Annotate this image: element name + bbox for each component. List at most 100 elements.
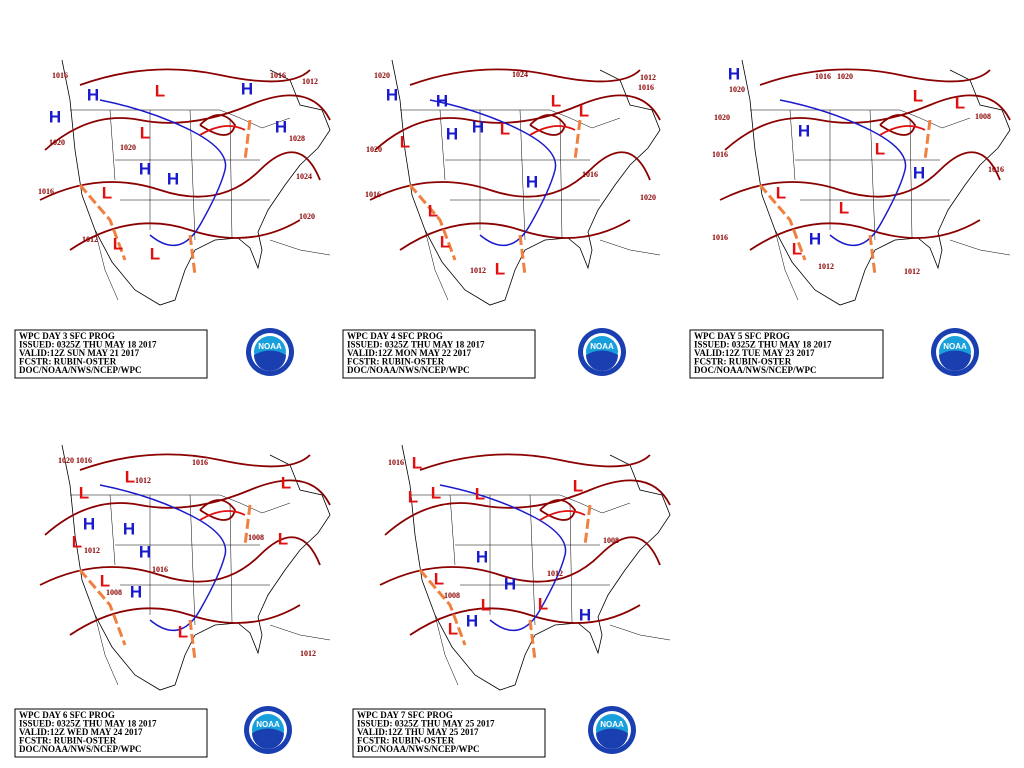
low-center: L [448, 619, 458, 638]
isobar-label: 1012 [547, 569, 563, 578]
info-line: ISSUED: 0325Z THU MAY 18 2017 [694, 340, 832, 350]
low-center: L [839, 198, 849, 217]
low-center: L [125, 467, 135, 486]
info-line: VALID:12Z THU MAY 25 2017 [357, 727, 479, 737]
isobar-label: 1008 [248, 533, 264, 542]
low-center: L [500, 119, 510, 138]
low-center: L [579, 101, 589, 120]
forecast-panel: HH HHHHLLLLL10161020101610121020102810241… [14, 58, 332, 379]
high-center: H [446, 124, 458, 143]
isobar-label: 1012 [640, 73, 656, 82]
info-line: ISSUED: 0325Z THU MAY 25 2017 [357, 719, 495, 729]
info-line: WPC DAY 3 SFC PROG [19, 331, 115, 341]
info-box [14, 708, 208, 758]
isobar-label: 1016 [52, 71, 68, 80]
high-center: H [476, 547, 488, 566]
isobar-label: 1028 [289, 134, 305, 143]
logo-text: NOAA [600, 720, 624, 729]
high-center: H [913, 163, 925, 182]
low-center: L [79, 483, 89, 502]
info-line: DOC/NOAA/NWS/NCEP/WPC [694, 365, 817, 375]
isobar-label: 1016 [638, 83, 654, 92]
info-box [689, 329, 884, 379]
high-center: H [275, 117, 287, 136]
isobar-label: 1020 [837, 72, 853, 81]
logo-wave [252, 728, 284, 749]
isobar-label: 1012 [818, 262, 834, 271]
isobar-label: 1016 [815, 72, 831, 81]
info-line: WPC DAY 4 SFC PROG [347, 331, 443, 341]
high-center: H [472, 117, 484, 136]
high-center: H [123, 519, 135, 538]
high-center: H [241, 79, 253, 98]
isobar-label: 1016 [388, 458, 404, 467]
high-center: H [466, 611, 478, 630]
info-line: WPC DAY 6 SFC PROG [19, 710, 115, 720]
info-box [14, 329, 208, 379]
isobar-label: 1008 [975, 112, 991, 121]
high-center: H [526, 172, 538, 191]
isobar-label: 1016 [270, 71, 286, 80]
high-center: H [167, 169, 179, 188]
isobar-label: 1024 [512, 70, 528, 79]
isobar-label: 1020 [299, 212, 315, 221]
isobar-label: 1012 [84, 546, 100, 555]
basemap [38, 58, 332, 307]
info-box [342, 329, 536, 379]
isobar-label: 1016 [712, 233, 728, 242]
logo-wave [939, 350, 971, 371]
basemap [368, 58, 662, 307]
panels: HH HHHHLLLLL10161020101610121020102810241… [14, 58, 1012, 758]
high-center: H [728, 64, 740, 83]
low-center: L [431, 483, 441, 502]
low-center: L [400, 132, 410, 151]
isobar-label: 1012 [904, 267, 920, 276]
high-center: H [139, 159, 151, 178]
isobar-label: 1008 [603, 536, 619, 545]
isobar-label: 1020 [366, 145, 382, 154]
isobar-label: 1012 [135, 476, 151, 485]
low-center: L [875, 139, 885, 158]
high-center: H [83, 514, 95, 533]
info-line: ISSUED: 0325Z THU MAY 18 2017 [347, 340, 485, 350]
low-center: L [100, 571, 110, 590]
low-center: L [412, 453, 422, 472]
info-line: FCSTR: RUBIN-OSTER [19, 357, 117, 367]
isobar-label: 1008 [444, 591, 460, 600]
info-line: VALID:12Z TUE MAY 23 2017 [694, 348, 815, 358]
isobar-label: 1024 [296, 172, 312, 181]
low-center: L [178, 622, 188, 641]
info-line: ISSUED: 0325Z THU MAY 18 2017 [19, 719, 157, 729]
isobar-label: 1020 [58, 456, 74, 465]
isobar-label: 1016 [38, 187, 54, 196]
isobar-label: 1016 [365, 190, 381, 199]
isobar-label: 1016 [76, 456, 92, 465]
high-center: H [49, 107, 61, 126]
low-center: L [538, 594, 548, 613]
low-center: L [475, 484, 485, 503]
isobar-label: 1016 [582, 170, 598, 179]
logo-wave [596, 728, 628, 749]
high-center: H [87, 85, 99, 104]
isobar-label: 1016 [712, 150, 728, 159]
info-line: FCSTR: RUBIN-OSTER [694, 357, 792, 367]
low-center: L [428, 201, 438, 220]
isobar-label: 1020 [49, 138, 65, 147]
low-center: L [408, 487, 418, 506]
high-center: H [798, 121, 810, 140]
info-line: VALID:12Z WED MAY 24 2017 [19, 727, 143, 737]
isobar-label: 1020 [640, 193, 656, 202]
low-center: L [551, 91, 561, 110]
info-line: WPC DAY 7 SFC PROG [357, 710, 453, 720]
high-center: H [809, 229, 821, 248]
low-center: L [102, 183, 112, 202]
isobar-label: 1020 [120, 143, 136, 152]
logo-text: NOAA [256, 720, 280, 729]
info-line: ISSUED: 0325Z THU MAY 18 2017 [19, 340, 157, 350]
low-center: L [792, 239, 802, 258]
basemap [718, 58, 1012, 307]
low-center: L [440, 232, 450, 251]
info-line: FCSTR: RUBIN-OSTER [347, 357, 445, 367]
low-center: L [481, 595, 491, 614]
